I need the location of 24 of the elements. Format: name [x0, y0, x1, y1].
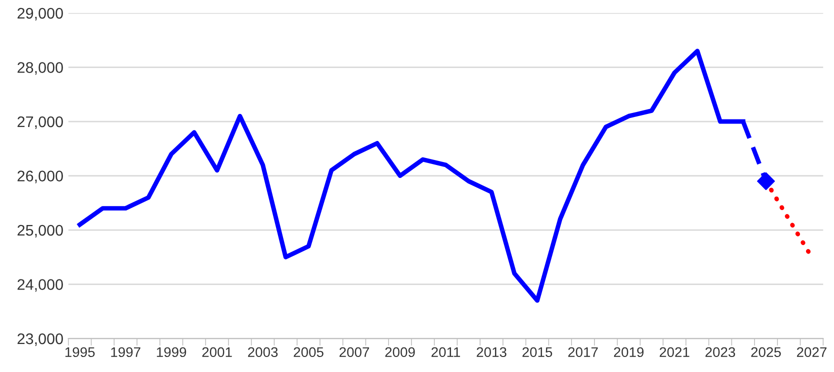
- y-tick-label: 23,000: [18, 333, 63, 346]
- x-tick-label: 2007: [340, 347, 370, 358]
- x-tick-label: 1995: [65, 347, 95, 358]
- x-tick-label: 2027: [796, 347, 826, 358]
- x-tick-label: 2003: [248, 347, 278, 358]
- y-tick-label: 26,000: [18, 170, 63, 184]
- y-tick-label: 29,000: [18, 8, 63, 21]
- y-tick-label: 25,000: [18, 224, 63, 238]
- x-tick-label: 2025: [751, 347, 781, 358]
- x-tick-label: 2019: [614, 347, 644, 358]
- x-tick-label: 2001: [202, 347, 232, 358]
- x-tick-label: 1999: [156, 347, 186, 358]
- x-tick-label: 2013: [476, 347, 506, 358]
- y-tick-label: 27,000: [18, 116, 63, 130]
- x-tick-label: 1997: [111, 347, 140, 358]
- x-tick-label: 2009: [385, 347, 415, 358]
- y-tick-label: 28,000: [18, 62, 63, 75]
- x-tick-label: 2021: [660, 347, 690, 358]
- x-tick-label: 2015: [522, 347, 552, 358]
- x-tick-label: 2011: [432, 347, 460, 358]
- x-tick-label: 2023: [705, 347, 736, 358]
- x-tick-label: 2005: [294, 347, 324, 358]
- x-tick-label: 2017: [568, 347, 598, 358]
- y-tick-label: 24,000: [18, 279, 63, 292]
